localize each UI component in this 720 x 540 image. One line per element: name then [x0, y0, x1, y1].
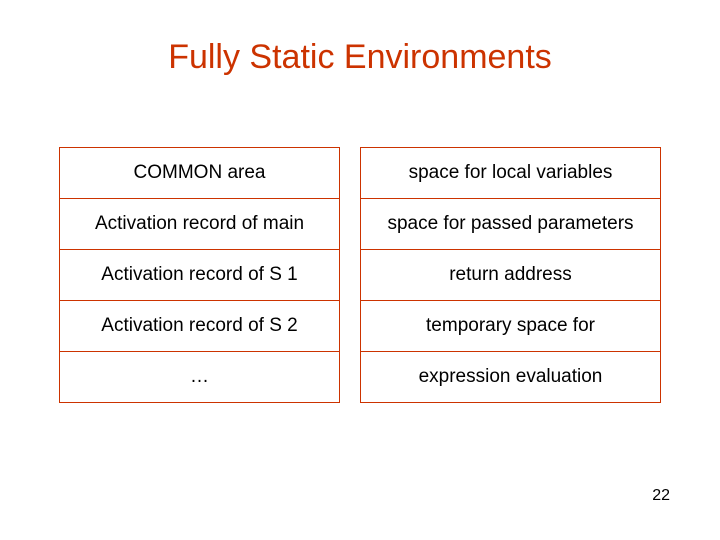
right-cell-1: space for passed parameters [361, 199, 661, 250]
right-cell-2: return address [361, 250, 661, 301]
right-cell-0: space for local variables [361, 148, 661, 199]
left-cell-0: COMMON area [60, 148, 340, 199]
left-cell-4: … [60, 352, 340, 403]
tables-container: COMMON area Activation record of main Ac… [0, 147, 720, 403]
slide-title: Fully Static Environments [0, 0, 720, 77]
right-cell-4: expression evaluation [361, 352, 661, 403]
right-cell-3: temporary space for [361, 301, 661, 352]
left-cell-3: Activation record of S 2 [60, 301, 340, 352]
page-number: 22 [652, 487, 670, 505]
left-cell-2: Activation record of S 1 [60, 250, 340, 301]
right-table: space for local variables space for pass… [360, 147, 661, 403]
left-table: COMMON area Activation record of main Ac… [59, 147, 340, 403]
left-cell-1: Activation record of main [60, 199, 340, 250]
